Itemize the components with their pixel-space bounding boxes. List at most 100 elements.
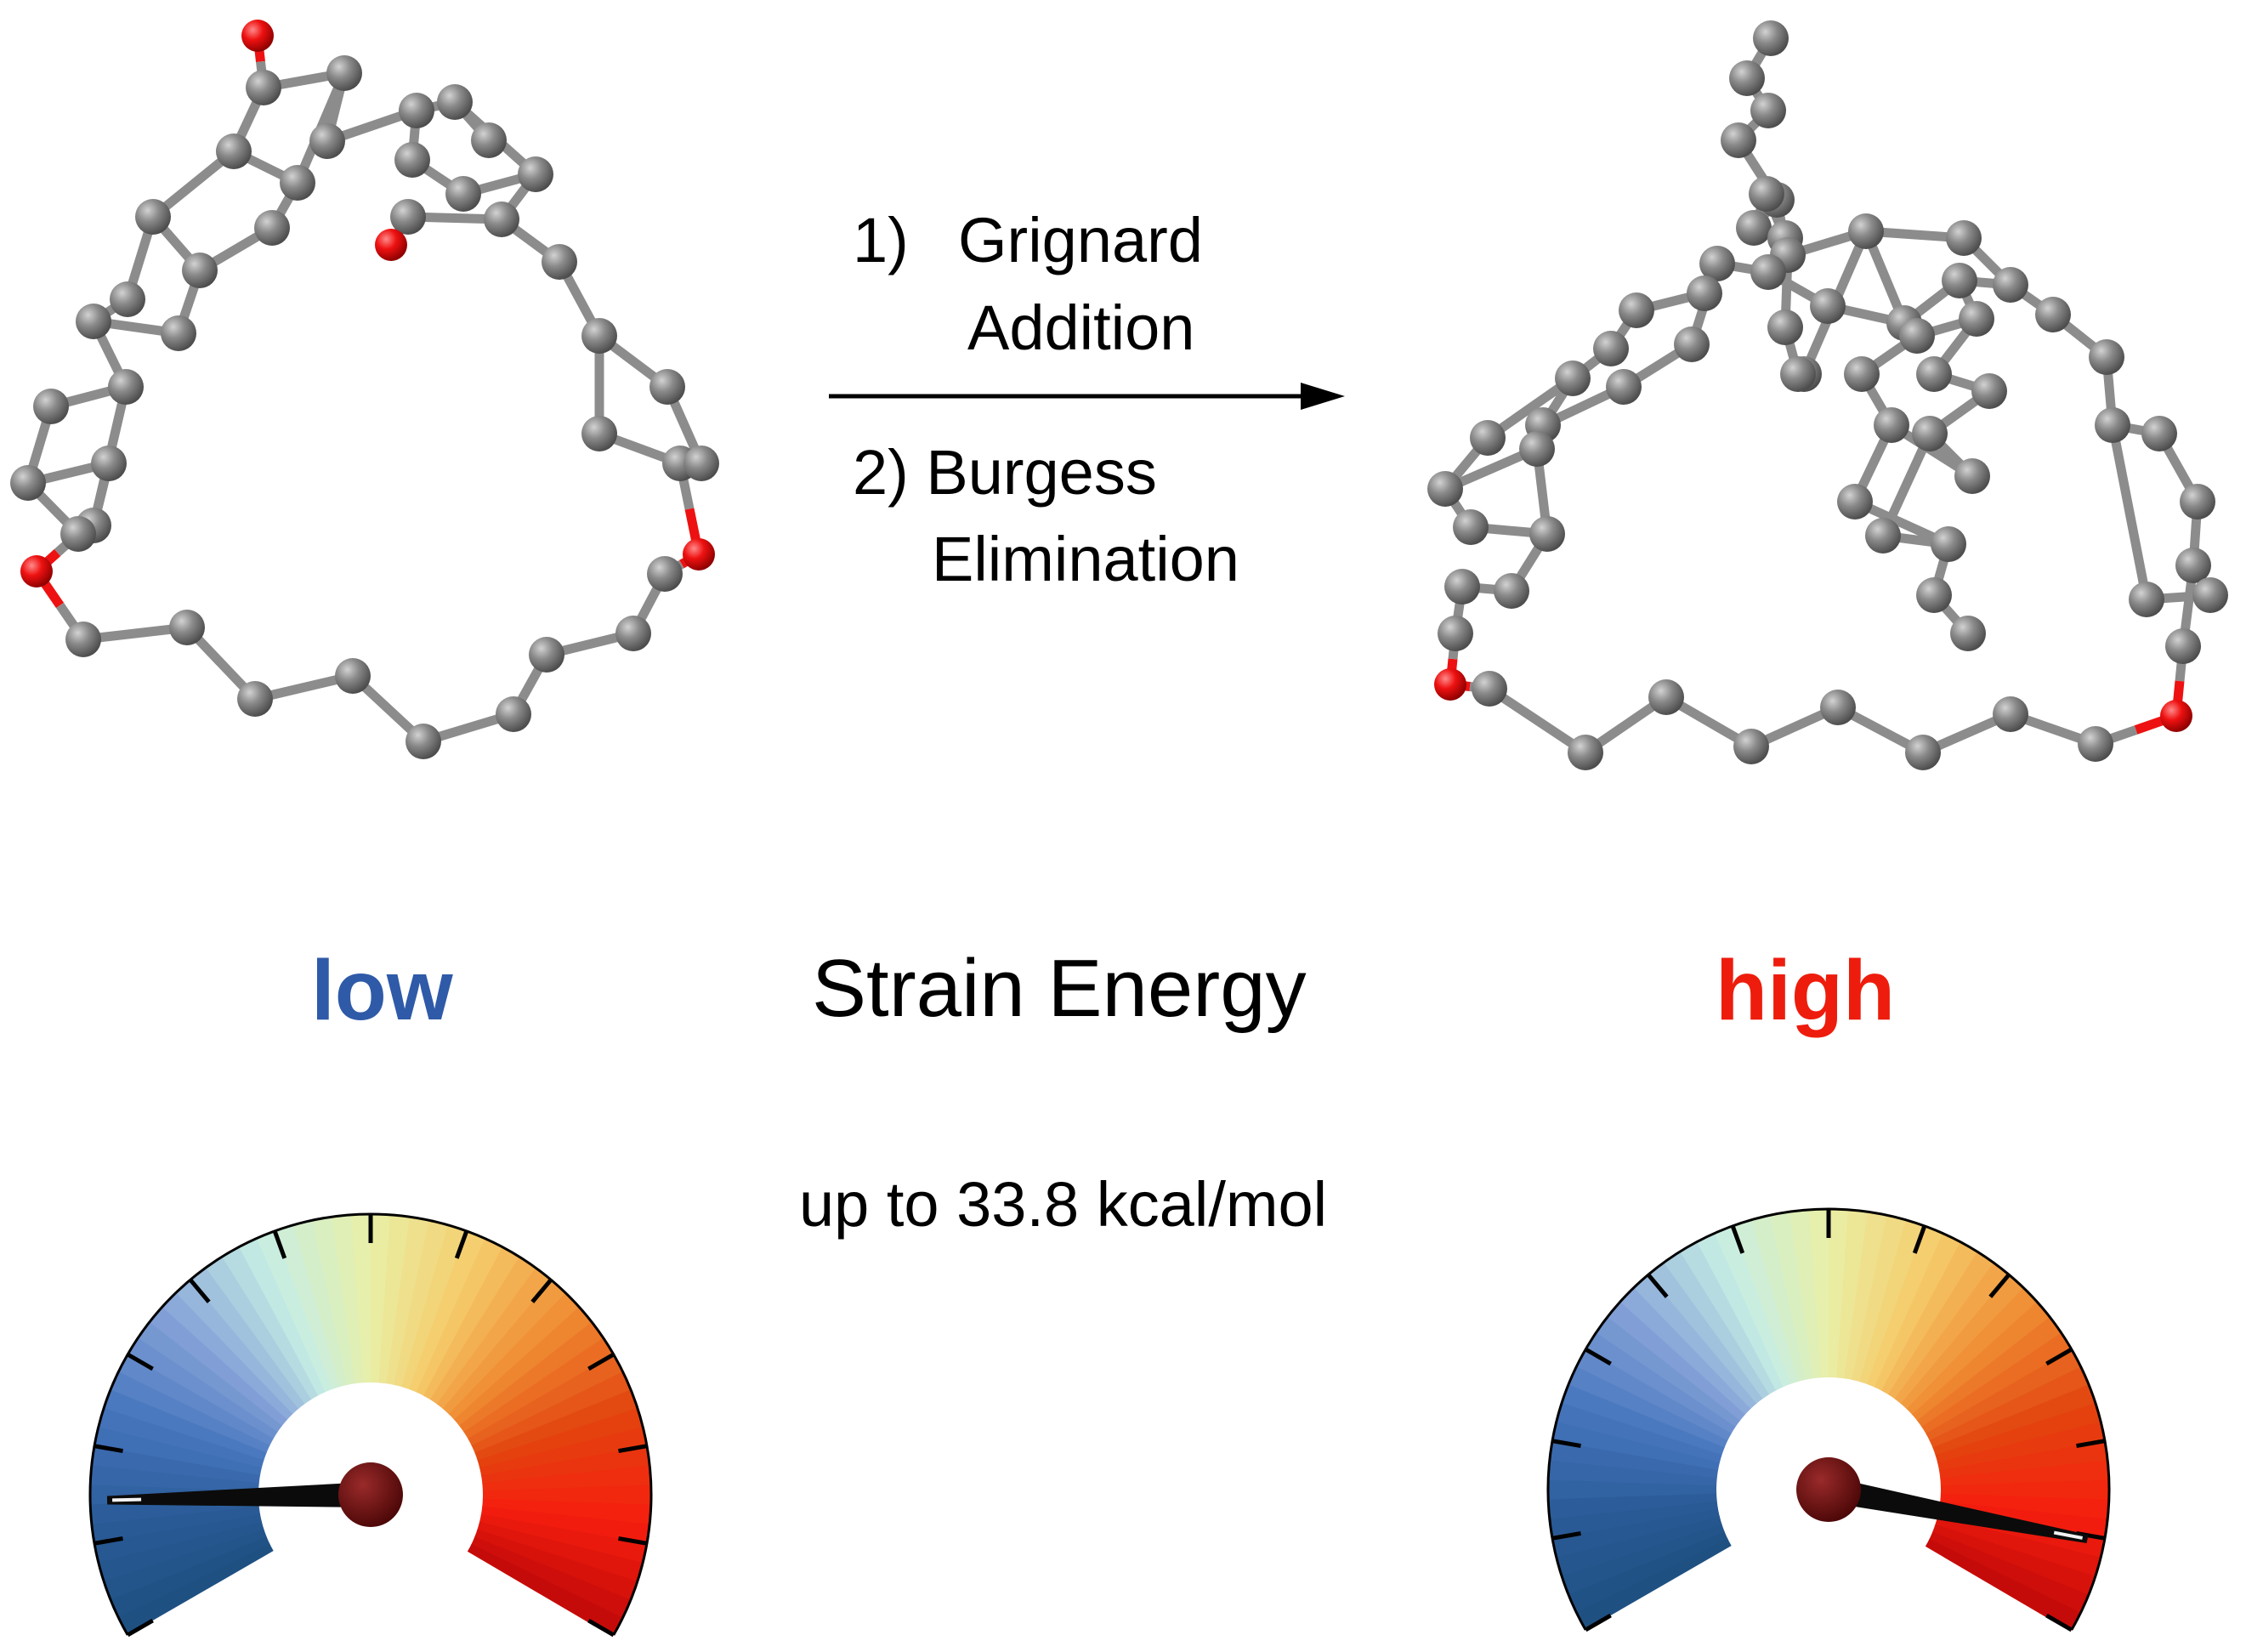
gauge-band-segment	[1585, 1331, 1737, 1433]
step1-reagent-line2: Addition	[967, 292, 1195, 363]
gauge-band-segment	[1932, 1384, 2096, 1456]
gauge-tick	[587, 1352, 615, 1371]
carbon-atom	[1749, 176, 1784, 212]
gauge-band-segment	[1733, 1219, 1799, 1384]
oxygen-atom	[683, 538, 715, 571]
gauge-band-segment	[118, 1353, 275, 1446]
carbon-atom	[1729, 60, 1765, 96]
carbon-atom	[108, 369, 144, 405]
strain-energy-value: up to 33.8 kcal/mol	[799, 1169, 1328, 1240]
gauge-band-segment	[206, 1255, 312, 1405]
gauge-band-segment	[480, 1445, 650, 1485]
gauge-band-segment	[378, 1214, 412, 1384]
carbon-atom	[1912, 416, 1948, 451]
step2-reagent-line1: 2) Burgess	[853, 437, 1157, 508]
product-atoms	[1427, 20, 2228, 770]
gauge-tick	[2076, 1439, 2106, 1449]
carbon-atom	[1993, 696, 2028, 732]
oxygen-atom	[241, 20, 274, 52]
gauge-band-segment	[1887, 1252, 1995, 1399]
carbon-atom	[1916, 356, 1952, 392]
carbon-atom	[496, 696, 531, 732]
carbon-atom	[1733, 729, 1769, 764]
gauge-band-segment	[1880, 1241, 1979, 1395]
gauge-tick	[618, 1444, 648, 1454]
carbon-atom	[1529, 516, 1565, 552]
carbon-atom	[615, 616, 651, 651]
gauge-band-segment	[1549, 1500, 1719, 1539]
gauge-band-segment	[1836, 1209, 1870, 1379]
carbon-atom	[2089, 339, 2124, 375]
gauge-band-segment	[1633, 1273, 1757, 1410]
gauge-tick	[1988, 1273, 2011, 1298]
gauge-color-band	[1547, 1208, 2109, 1632]
gauge-tick	[1912, 1225, 1927, 1254]
carbon-atom	[1946, 220, 1982, 256]
carbon-atom	[649, 369, 685, 405]
carbon-atom	[437, 84, 473, 120]
gauge-tick	[126, 1618, 154, 1638]
gauge-band-segment	[1926, 1349, 2082, 1441]
carbon-atom	[406, 724, 441, 759]
carbon-atom	[1865, 518, 1901, 554]
gauge-band-segment	[94, 1424, 263, 1476]
carbon-atom	[1427, 471, 1463, 507]
gauge-band-segment	[1548, 1458, 1717, 1486]
gauge-band-segment	[429, 1257, 537, 1405]
gauge-band-segment	[416, 1238, 504, 1396]
carbon-atom	[161, 315, 196, 351]
strain-gauge-low	[88, 1212, 653, 1638]
gauge-band-segment	[1894, 1263, 2011, 1405]
carbon-atom	[399, 93, 434, 128]
gauge-band-segment	[1937, 1422, 2106, 1471]
gauge-tick	[1551, 1530, 1581, 1541]
gauge-band-segment	[1867, 1225, 1945, 1388]
product-bonds	[1440, 33, 2215, 758]
gauge-band-segment	[1568, 1365, 1728, 1448]
gauge-band-segment	[1932, 1524, 2096, 1597]
carbon-atom	[1844, 356, 1880, 392]
gauge-band-segment	[471, 1536, 631, 1620]
gauge-band-segment	[394, 1220, 451, 1388]
gauge-band-segment	[454, 1307, 593, 1427]
carbon-atom	[518, 156, 553, 192]
gauge-band-segment	[1575, 1538, 1732, 1630]
carbon-atom	[254, 210, 290, 246]
gauge-ticks	[94, 1214, 648, 1638]
gauge-band-segment	[1549, 1439, 1719, 1479]
carbon-atom	[390, 199, 426, 235]
gauge-band-segment	[1921, 1332, 2073, 1434]
oxygen-atom	[2160, 700, 2192, 732]
gauge-ticks	[1551, 1209, 2106, 1632]
carbon-atom	[1555, 360, 1591, 396]
gauge-band-segment	[1829, 1209, 1851, 1378]
gauge-band-segment	[1552, 1419, 1721, 1471]
low-strain-label: low	[311, 943, 453, 1038]
gauge-tick	[188, 1278, 211, 1303]
gauge-band-segment	[467, 1543, 623, 1637]
gauge-band-segment	[1568, 1530, 1728, 1613]
carbon-atom	[65, 622, 101, 657]
gauge-tick	[1551, 1439, 1581, 1449]
gauge-hub	[338, 1462, 403, 1527]
gauge-band-segment	[98, 1405, 264, 1468]
carbon-atom	[309, 123, 345, 159]
gauge-band-segment	[94, 1513, 262, 1563]
gauge-band-segment	[480, 1506, 650, 1546]
gauge-tick	[2045, 1347, 2073, 1366]
carbon-atom	[2095, 407, 2130, 443]
carbon-atom	[529, 637, 564, 673]
gauge-band-segment	[1680, 1240, 1777, 1395]
carbon-atom	[237, 681, 273, 717]
gauge-band-segment	[149, 1305, 288, 1426]
gauge-tick	[530, 1278, 553, 1303]
carbon-atom	[135, 199, 171, 235]
carbon-atom	[1959, 301, 1994, 337]
gauge-band-segment	[1607, 1300, 1746, 1421]
carbon-atom	[110, 281, 145, 317]
gauge-band-segment	[91, 1444, 261, 1484]
carbon-atom	[1721, 122, 1756, 158]
gauge-band-segment	[423, 1246, 521, 1400]
gauge-band-segment	[1906, 1287, 2039, 1416]
